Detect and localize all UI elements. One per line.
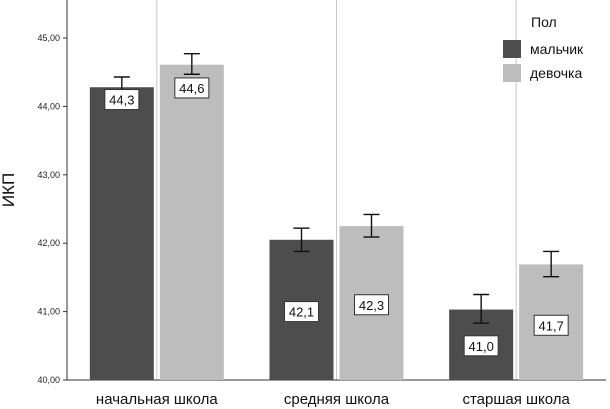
data-label-box bbox=[533, 314, 569, 336]
legend-label-1: девочка bbox=[530, 65, 582, 81]
bar-девочка-0 bbox=[159, 64, 224, 381]
y-tick-label: 44,00 bbox=[37, 101, 60, 111]
data-label-box bbox=[284, 301, 319, 323]
legend-swatch-0 bbox=[503, 40, 521, 58]
legend-label-0: мальчик bbox=[530, 41, 584, 57]
x-tick-label: начальная школа bbox=[96, 391, 218, 408]
data-label-box bbox=[104, 89, 140, 111]
data-label: 41,0 bbox=[469, 339, 494, 354]
y-axis-title: ИКП bbox=[0, 173, 18, 207]
y-tick-label: 40,00 bbox=[37, 375, 60, 385]
data-label: 44,3 bbox=[109, 93, 134, 108]
y-tick-label: 45,00 bbox=[37, 33, 60, 43]
legend-swatch-1 bbox=[503, 64, 521, 82]
data-label-box bbox=[174, 77, 210, 99]
data-label: 42,3 bbox=[359, 298, 384, 313]
y-tick-label: 41,00 bbox=[37, 307, 60, 317]
legend-title: Пол bbox=[531, 14, 557, 30]
y-tick-label: 42,00 bbox=[37, 238, 60, 248]
data-label: 41,7 bbox=[539, 318, 564, 333]
data-label: 44,6 bbox=[179, 81, 204, 96]
data-label-box bbox=[463, 335, 499, 357]
x-tick-label: старшая школа bbox=[462, 391, 570, 408]
data-label-box bbox=[354, 294, 389, 316]
x-tick-label: средняя школа bbox=[284, 391, 390, 408]
data-label: 42,1 bbox=[289, 305, 314, 320]
bar-мальчик-0 bbox=[89, 87, 154, 381]
y-tick-label: 43,00 bbox=[37, 170, 60, 180]
